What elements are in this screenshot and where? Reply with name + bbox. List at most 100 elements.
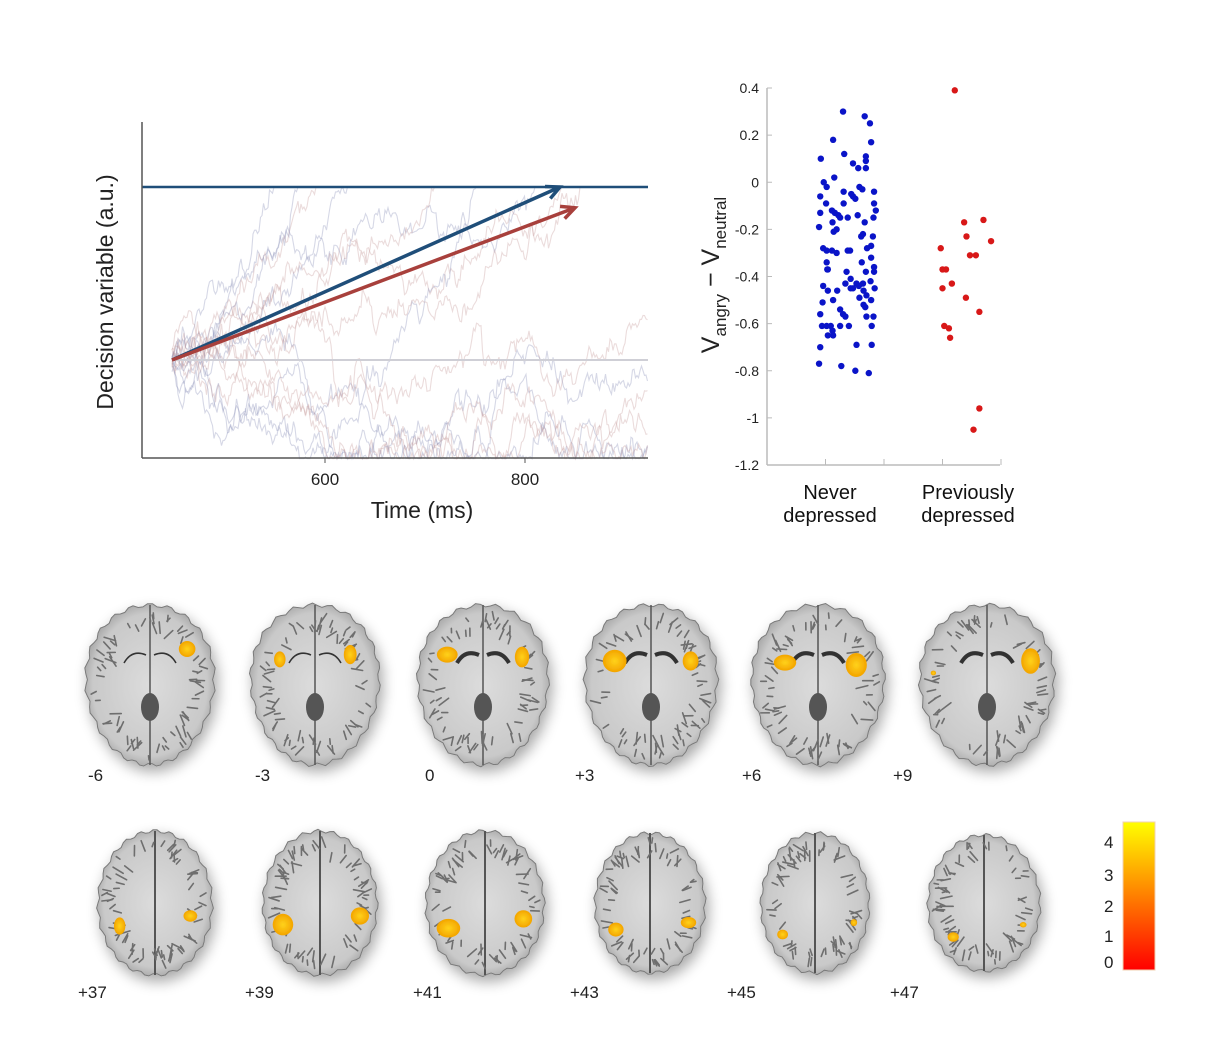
sulcus <box>147 754 150 761</box>
sulcus <box>175 859 181 865</box>
brain-slice <box>750 602 886 768</box>
activation-blob <box>178 641 196 657</box>
data-point <box>870 214 877 221</box>
sulcus <box>318 624 323 636</box>
data-point <box>834 287 841 294</box>
sulcus <box>853 636 858 643</box>
sulcus <box>263 670 275 675</box>
sulcus <box>105 892 116 898</box>
activation-blob <box>608 922 624 937</box>
sulcus <box>288 622 294 627</box>
sulcus <box>850 713 859 725</box>
sulcus <box>116 715 121 727</box>
sulcus <box>1017 941 1024 945</box>
sulcus <box>597 669 604 673</box>
sulcus <box>309 626 314 633</box>
sulcus <box>786 638 793 645</box>
sulcus <box>102 722 113 725</box>
sulcus <box>1025 640 1035 650</box>
sulcus <box>264 651 274 655</box>
data-point <box>868 341 875 349</box>
sulcus <box>610 888 617 895</box>
sulcus <box>1015 730 1021 735</box>
sulcus <box>789 734 796 745</box>
sulcus <box>494 849 500 859</box>
data-point <box>842 280 849 287</box>
sulcus <box>605 642 617 647</box>
sulcus <box>872 673 880 677</box>
data-point <box>939 285 946 292</box>
sulcus <box>320 836 327 849</box>
sulcus <box>361 888 373 894</box>
sulcus <box>132 957 140 963</box>
sulcus <box>933 694 942 700</box>
sulcus <box>290 862 303 867</box>
sulcus <box>797 850 801 859</box>
sulcus <box>93 657 104 663</box>
sulcus <box>771 881 779 886</box>
sulcus <box>355 652 361 660</box>
sulcus <box>102 641 111 650</box>
sulcus <box>330 627 334 634</box>
sulcus <box>288 943 292 953</box>
sulcus <box>349 719 359 728</box>
sulcus <box>287 849 294 860</box>
sulcus <box>196 670 203 675</box>
sulcus <box>161 745 166 751</box>
sulcus <box>1039 708 1047 712</box>
brain-slice <box>424 829 546 978</box>
sulcus <box>282 871 290 876</box>
sulcus <box>436 716 443 721</box>
sulcus <box>950 645 958 652</box>
sulcus <box>792 624 796 632</box>
data-point <box>852 367 859 374</box>
midbrain <box>474 693 492 721</box>
sulcus <box>351 631 356 638</box>
sulcus <box>969 850 979 862</box>
sulcus <box>186 706 199 710</box>
sulcus <box>176 625 184 632</box>
sulcus <box>199 892 207 898</box>
sulcus <box>450 941 454 950</box>
sulcus <box>331 955 336 969</box>
sulcus <box>266 668 276 671</box>
sulcus <box>771 899 779 905</box>
sulcus <box>926 688 937 693</box>
sulcus <box>160 949 164 958</box>
category-line1: Previously <box>921 482 1015 504</box>
sulcus <box>974 944 979 954</box>
sulcus <box>827 612 830 620</box>
sulcus <box>608 880 618 891</box>
sulcus <box>956 936 965 947</box>
y-tick-label: 0.4 <box>740 80 760 96</box>
sulcus <box>873 680 881 686</box>
data-point <box>862 303 869 311</box>
sulcus <box>188 882 195 891</box>
data-point <box>824 266 831 273</box>
ventricle <box>455 651 511 665</box>
colorbar-tick-label: 2 <box>1104 897 1114 916</box>
sulcus <box>691 672 699 677</box>
sulcus <box>266 699 276 704</box>
sulcus <box>506 722 513 735</box>
sulcus <box>652 734 660 747</box>
category-label-never-depressed: Never depressed <box>750 482 910 528</box>
sulcus <box>259 692 268 698</box>
sulcus <box>967 623 977 634</box>
data-point <box>824 332 832 339</box>
sulcus <box>1002 932 1013 942</box>
sulcus <box>312 839 321 850</box>
ylabel-v1: V <box>697 336 725 353</box>
data-point <box>867 138 875 146</box>
data-point <box>862 157 870 165</box>
sulcus <box>778 714 788 725</box>
sulcus <box>296 622 305 630</box>
data-point <box>862 164 870 172</box>
activation-blob <box>1019 922 1027 928</box>
data-point <box>817 209 824 217</box>
sulcus <box>809 956 813 967</box>
sulcus <box>441 877 449 884</box>
sulcus <box>1037 693 1049 696</box>
sulcus <box>151 622 158 635</box>
sulcus <box>118 721 125 733</box>
